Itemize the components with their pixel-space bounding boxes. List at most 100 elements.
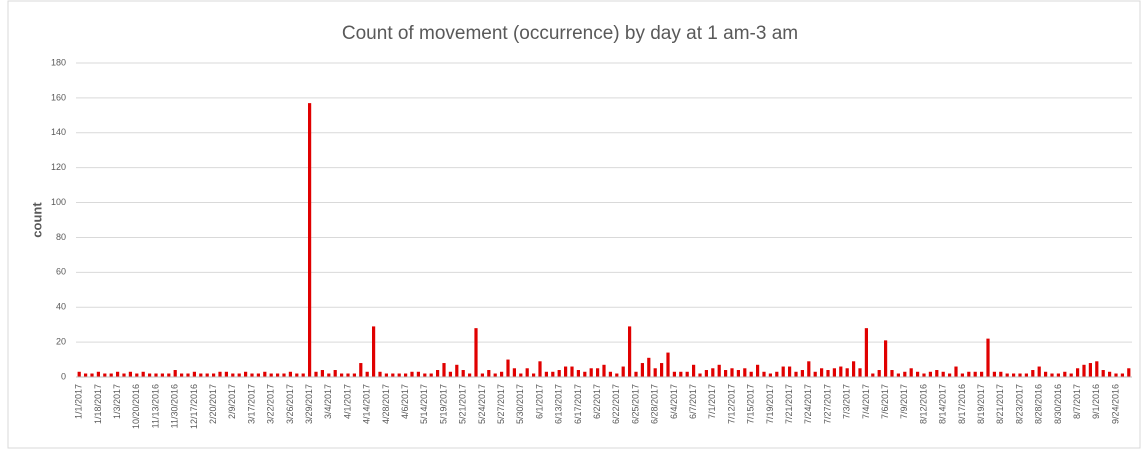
- bar: [250, 373, 254, 377]
- x-tick-label: 8/21/2017: [995, 384, 1005, 424]
- x-tick-label: 5/19/2017: [438, 384, 448, 424]
- x-tick-label: 3/22/2017: [266, 384, 276, 424]
- bar: [295, 373, 299, 377]
- y-tick-label: 60: [56, 267, 66, 277]
- bar: [532, 373, 536, 377]
- bar: [596, 368, 600, 377]
- bar: [909, 368, 913, 377]
- bar: [992, 371, 996, 377]
- x-tick-label: 7/1/2017: [707, 384, 717, 419]
- bar: [1005, 373, 1009, 377]
- bar: [813, 371, 817, 377]
- bar: [660, 363, 664, 377]
- bar: [960, 373, 964, 377]
- bar: [455, 364, 459, 377]
- bar: [1037, 366, 1041, 377]
- bar: [218, 371, 222, 377]
- x-tick-label: 8/17/2016: [957, 384, 967, 424]
- bar: [429, 373, 433, 377]
- bar: [832, 368, 836, 377]
- bar: [192, 371, 196, 377]
- bar: [512, 368, 516, 377]
- bar: [692, 364, 696, 377]
- bar: [928, 371, 932, 377]
- bar: [948, 373, 952, 377]
- bar: [551, 371, 555, 377]
- bar: [1050, 373, 1054, 377]
- x-tick-label: 8/12/2016: [918, 384, 928, 424]
- bar: [602, 364, 606, 377]
- bar: [884, 340, 888, 377]
- bar: [468, 373, 472, 377]
- x-tick-label: 4/14/2017: [362, 384, 372, 424]
- bar: [148, 373, 152, 377]
- y-axis-label: count: [29, 202, 44, 238]
- bar: [122, 373, 126, 377]
- bar: [519, 373, 523, 377]
- bar: [525, 368, 529, 377]
- bar: [800, 370, 804, 377]
- bar: [621, 366, 625, 377]
- bar: [743, 368, 747, 377]
- bar: [717, 364, 721, 377]
- bar: [372, 326, 376, 377]
- bar: [404, 373, 408, 377]
- bar: [103, 373, 107, 377]
- x-tick-label: 6/1/2017: [534, 384, 544, 419]
- bar: [77, 371, 81, 377]
- x-tick-label: 7/24/2017: [803, 384, 813, 424]
- bar: [288, 371, 292, 377]
- bar: [448, 371, 452, 377]
- bar: [564, 366, 568, 377]
- bar: [807, 361, 811, 377]
- bar: [679, 371, 683, 377]
- bar: [788, 366, 792, 377]
- bar: [480, 373, 484, 377]
- bar: [231, 373, 235, 377]
- bar: [864, 328, 868, 377]
- bar: [845, 368, 849, 377]
- y-tick-label: 40: [56, 302, 66, 312]
- bar: [1044, 371, 1048, 377]
- bar: [589, 368, 593, 377]
- bar: [141, 371, 145, 377]
- bar: [698, 373, 702, 377]
- bar: [1024, 373, 1028, 377]
- bar: [762, 371, 766, 377]
- bar: [135, 373, 139, 377]
- bar: [986, 338, 990, 377]
- x-tick-label: 7/27/2017: [822, 384, 832, 424]
- bar: [359, 363, 363, 377]
- bar: [973, 371, 977, 377]
- y-tick-label: 80: [56, 232, 66, 242]
- bar: [826, 370, 830, 377]
- bar: [1120, 373, 1124, 377]
- bar: [340, 373, 344, 377]
- bar: [442, 363, 446, 377]
- bar: [756, 364, 760, 377]
- bar: [877, 370, 881, 377]
- x-tick-label: 9/24/2016: [1110, 384, 1120, 424]
- bar: [173, 370, 177, 377]
- bar: [896, 373, 900, 377]
- bar: [314, 371, 318, 377]
- bar: [1095, 361, 1099, 377]
- x-tick-label: 9/1/2016: [1091, 384, 1101, 419]
- x-tick-label: 5/24/2017: [477, 384, 487, 424]
- bar: [794, 371, 798, 377]
- x-tick-label: 3/26/2017: [285, 384, 295, 424]
- bar: [506, 359, 510, 377]
- bar: [768, 373, 772, 377]
- x-tick-label: 6/17/2017: [573, 384, 583, 424]
- bar: [724, 370, 728, 377]
- x-tick-label: 7/3/2017: [842, 384, 852, 419]
- bar: [186, 373, 190, 377]
- bar: [640, 363, 644, 377]
- bar: [167, 373, 171, 377]
- bar: [730, 368, 734, 377]
- bar: [237, 373, 241, 377]
- bar: [903, 371, 907, 377]
- x-tick-label: 1/3/2017: [112, 384, 122, 419]
- x-tick-label: 5/14/2017: [419, 384, 429, 424]
